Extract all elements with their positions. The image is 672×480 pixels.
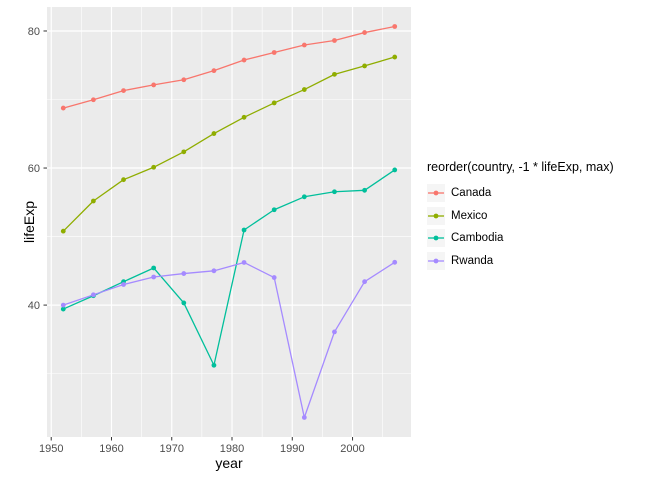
legend-title: reorder(country, -1 * lifeExp, max) — [427, 160, 614, 174]
data-point-mexico — [271, 100, 277, 106]
data-point-rwanda — [241, 260, 247, 265]
legend-entry-rwanda: Rwanda — [427, 250, 672, 273]
data-point-cambodia — [151, 265, 157, 271]
legend-entry-canada: Canada — [427, 182, 672, 205]
data-point-cambodia — [301, 194, 307, 200]
x-tick-label: 1960 — [99, 443, 123, 455]
legend-entries: Canada Mexico Cambodia Rwanda — [427, 182, 672, 272]
data-point-canada — [392, 24, 398, 29]
data-point-canada — [181, 77, 187, 83]
data-point-canada — [151, 82, 157, 88]
data-point-mexico — [211, 131, 217, 136]
data-point-canada — [332, 38, 337, 43]
data-point-rwanda — [91, 292, 96, 298]
data-point-cambodia — [241, 227, 247, 233]
data-point-rwanda — [60, 302, 66, 308]
data-point-canada — [121, 88, 126, 94]
data-point-rwanda — [301, 415, 307, 420]
data-point-mexico — [121, 177, 126, 183]
data-point-rwanda — [332, 329, 337, 335]
data-point-cambodia — [60, 306, 66, 312]
data-point-rwanda — [151, 274, 157, 280]
legend-entry-label: Cambodia — [451, 232, 504, 245]
data-point-mexico — [301, 87, 307, 92]
x-tick-label: 1990 — [280, 443, 304, 455]
data-point-cambodia — [271, 207, 277, 213]
series-line-mexico — [62, 56, 396, 232]
data-point-mexico — [151, 164, 157, 170]
x-tick-label: 1970 — [160, 443, 184, 455]
y-tick-label: 40 — [28, 300, 40, 312]
legend-key-icon — [427, 184, 445, 203]
data-point-canada — [241, 57, 247, 63]
data-point-mexico — [60, 228, 66, 234]
data-point-rwanda — [271, 275, 277, 280]
data-point-cambodia — [211, 362, 217, 368]
data-point-canada — [362, 30, 367, 35]
legend-entry-mexico: Mexico — [427, 205, 672, 228]
series-line-rwanda — [62, 261, 396, 419]
data-point-rwanda — [362, 279, 367, 285]
data-point-canada — [91, 97, 96, 103]
data-point-cambodia — [181, 300, 187, 306]
y-axis-label: lifeExp — [21, 200, 38, 244]
data-point-mexico — [392, 54, 398, 60]
data-point-mexico — [362, 63, 367, 69]
x-tick-label: 1980 — [220, 443, 244, 455]
data-point-canada — [301, 42, 307, 48]
x-axis-label: year — [215, 455, 243, 471]
legend-key-icon — [427, 251, 445, 270]
series-line-cambodia — [62, 169, 396, 366]
plot-panel — [47, 7, 411, 437]
data-point-canada — [60, 105, 66, 111]
data-point-cambodia — [362, 187, 367, 193]
x-tick-label: 2000 — [340, 443, 364, 455]
legend-entry-label: Mexico — [451, 209, 488, 222]
legend-key-icon — [427, 229, 445, 248]
data-point-rwanda — [211, 268, 217, 274]
legend-entry-label: Canada — [451, 187, 492, 200]
legend: reorder(country, -1 * lifeExp, max) Cana… — [427, 160, 672, 272]
data-point-mexico — [241, 114, 247, 120]
data-point-rwanda — [392, 259, 398, 265]
data-point-rwanda — [121, 282, 126, 287]
data-point-mexico — [332, 71, 337, 77]
legend-key-icon — [427, 206, 445, 225]
x-tick-label: 1950 — [39, 443, 63, 455]
data-point-mexico — [91, 198, 96, 204]
data-point-canada — [211, 68, 217, 74]
y-tick-label: 60 — [28, 163, 40, 175]
data-point-cambodia — [332, 189, 337, 195]
data-point-cambodia — [392, 167, 398, 173]
data-point-canada — [271, 50, 277, 55]
y-tick-label: 80 — [28, 26, 40, 38]
legend-entry-cambodia: Cambodia — [427, 227, 672, 250]
data-point-rwanda — [181, 271, 187, 276]
series-line-canada — [62, 25, 396, 109]
y-axis-label-wrap: lifeExp — [8, 0, 50, 444]
legend-entry-label: Rwanda — [451, 254, 494, 267]
data-point-mexico — [181, 149, 187, 155]
